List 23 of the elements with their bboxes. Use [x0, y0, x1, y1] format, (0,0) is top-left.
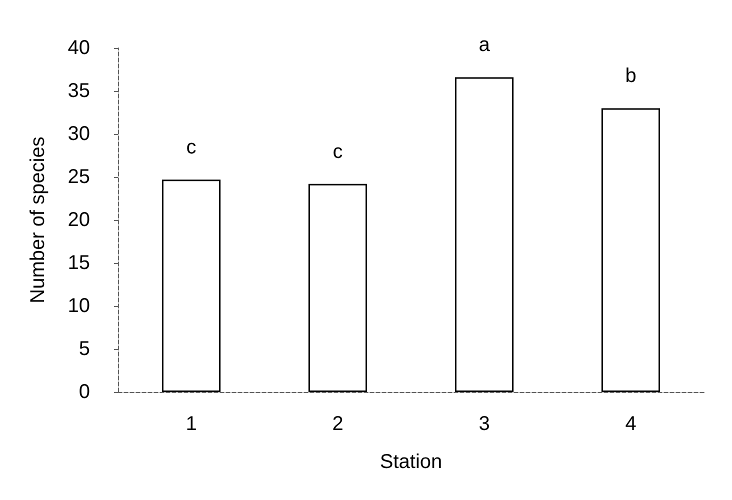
y-axis-title: Number of species: [27, 136, 49, 304]
x-axis-title: Station: [380, 451, 442, 473]
y-tick-label: 40: [68, 37, 90, 59]
annotation: b: [625, 65, 636, 88]
y-tick-label: 0: [78, 381, 90, 403]
x-tick-label: 4: [625, 413, 636, 435]
bar: [454, 77, 514, 392]
y-tick-label: 15: [68, 252, 90, 274]
annotation: c: [332, 140, 343, 163]
bar: [601, 108, 660, 392]
x-tick-label: 2: [332, 413, 344, 435]
y-tick-label: 30: [68, 123, 90, 145]
annotation: c: [186, 136, 196, 159]
y-tick-label: 35: [68, 80, 90, 102]
bar: [162, 180, 221, 392]
y-tick-label: 10: [68, 295, 90, 317]
y-tick-label: 25: [68, 166, 90, 188]
bar: [308, 184, 368, 392]
x-tick-label: 3: [478, 413, 490, 435]
x-tick-label: 1: [186, 413, 197, 435]
y-tick-label: 5: [78, 338, 90, 360]
y-tick-label: 20: [68, 209, 90, 231]
annotation: a: [478, 34, 491, 56]
